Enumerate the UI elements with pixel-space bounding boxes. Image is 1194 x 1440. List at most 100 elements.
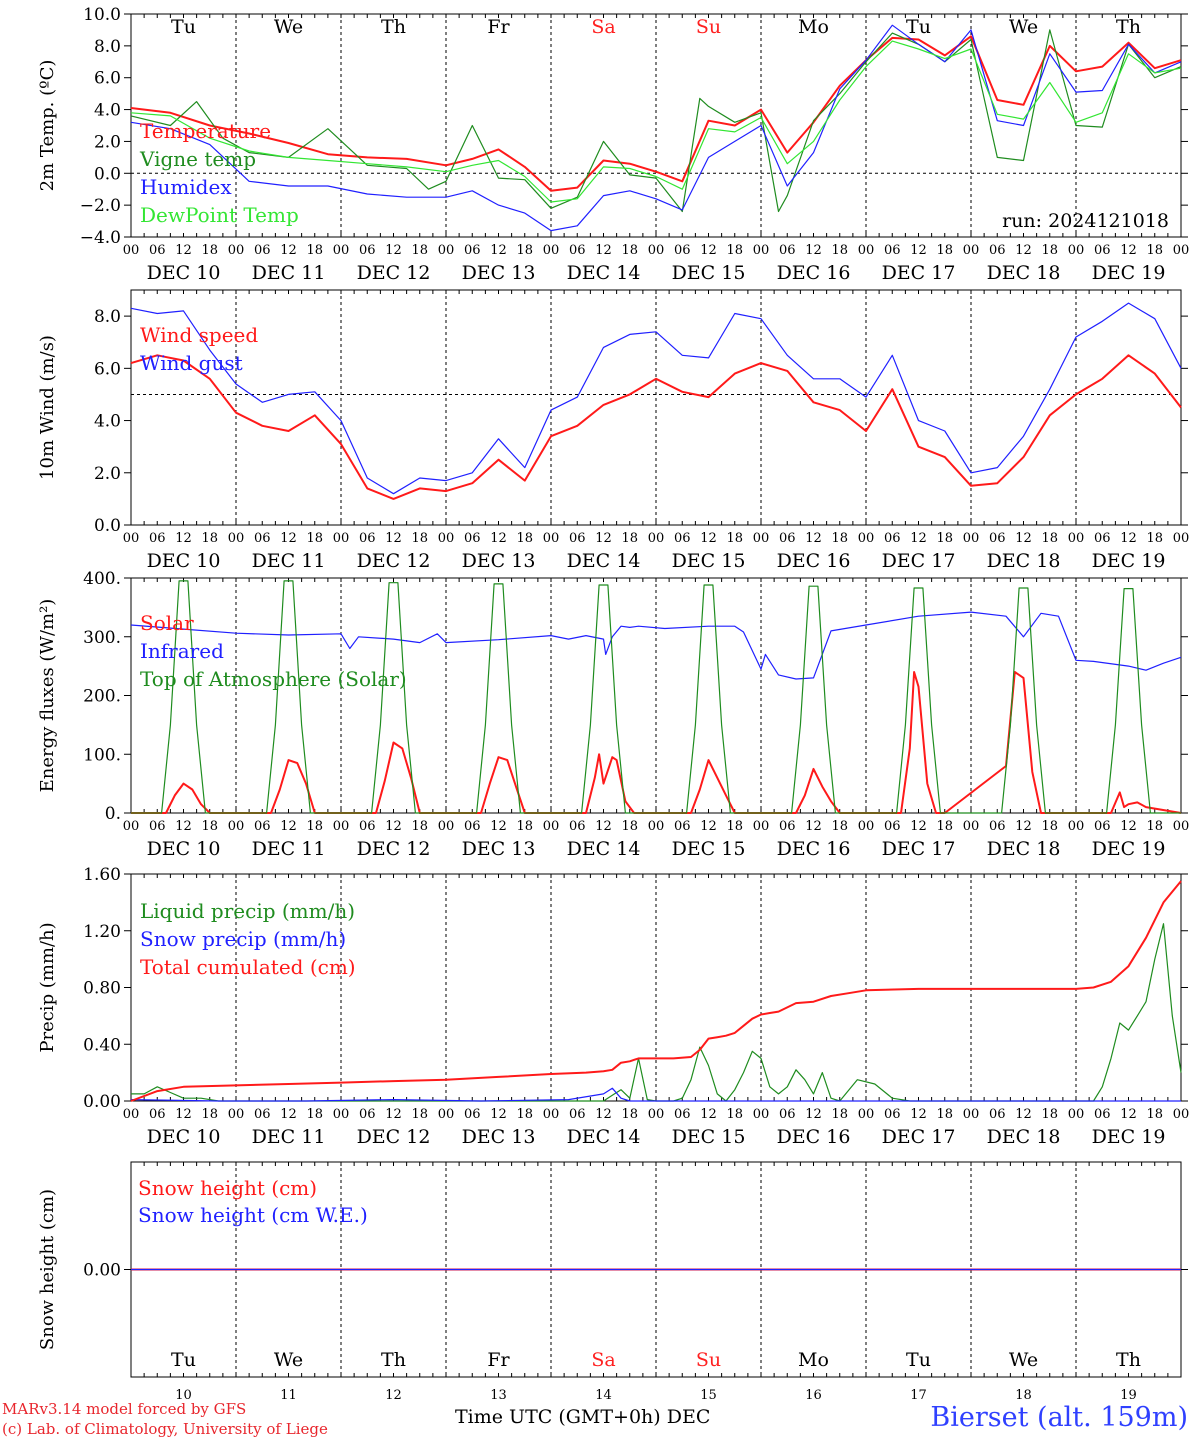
date-label: DEC 11 [252, 838, 326, 860]
date-label: DEC 16 [777, 550, 851, 572]
day-abbr: Th [381, 1349, 406, 1371]
legend-label: Wind speed [140, 323, 258, 347]
legend-label: Solar [140, 611, 194, 635]
y-axis-label: Energy fluxes (W/m²) [37, 599, 58, 793]
hour-tick-label: 06 [779, 243, 796, 258]
hour-tick-label: 18 [726, 243, 743, 258]
day-abbr: Tu [906, 1349, 931, 1371]
y-tick-label: 8.0 [94, 307, 121, 327]
date-label: DEC 12 [357, 838, 431, 860]
hour-tick-label: 06 [149, 1107, 166, 1122]
y-tick-label: 1.60 [83, 865, 121, 885]
y-tick-label: 2.0 [94, 132, 121, 152]
hour-tick-label: 00 [228, 531, 245, 546]
day-abbr: Sa [591, 16, 615, 38]
date-label: DEC 19 [1092, 838, 1166, 860]
hour-tick-label: 00 [1068, 243, 1085, 258]
hour-tick-label: 18 [411, 1107, 428, 1122]
day-number: 18 [1015, 1388, 1032, 1403]
hour-tick-label: 18 [411, 243, 428, 258]
day-number: 17 [910, 1388, 927, 1403]
date-label: DEC 17 [882, 262, 956, 284]
y-axis-label: 2m Temp. (ºC) [37, 60, 58, 192]
date-label: DEC 15 [672, 262, 746, 284]
hour-tick-label: 06 [779, 819, 796, 834]
date-label: DEC 19 [1092, 1126, 1166, 1148]
date-label: DEC 15 [672, 1126, 746, 1148]
hour-tick-label: 12 [1120, 243, 1137, 258]
series-line-vigne-temp [130, 29, 1182, 213]
hour-tick-label: 12 [280, 819, 297, 834]
hour-tick-label: 06 [1094, 243, 1111, 258]
hour-tick-label: 18 [1041, 243, 1058, 258]
hour-tick-label: 18 [306, 1107, 323, 1122]
hour-tick-label: 12 [700, 243, 717, 258]
date-label: DEC 11 [252, 262, 326, 284]
date-label: DEC 10 [147, 550, 221, 572]
hour-tick-label: 12 [175, 819, 192, 834]
day-number: 12 [385, 1388, 402, 1403]
hour-tick-label: 12 [805, 531, 822, 546]
hour-tick-label: 18 [936, 1107, 953, 1122]
date-label: DEC 16 [777, 262, 851, 284]
hour-tick-label: 06 [254, 819, 271, 834]
hour-tick-label: 00 [123, 1107, 140, 1122]
hour-tick-label: 00 [648, 243, 665, 258]
hour-tick-label: 18 [1146, 1107, 1163, 1122]
hour-tick-label: 00 [858, 243, 875, 258]
legend-label: Snow height (cm W.E.) [138, 1203, 368, 1227]
hour-tick-label: 06 [884, 1107, 901, 1122]
hour-tick-label: 06 [464, 1107, 481, 1122]
hour-tick-label: 00 [438, 819, 455, 834]
station-name: Bierset (alt. 159m) [930, 1402, 1188, 1433]
hour-tick-label: 12 [385, 531, 402, 546]
day-abbr: We [1009, 1349, 1038, 1371]
date-label: DEC 11 [252, 1126, 326, 1148]
hour-tick-label: 06 [1094, 531, 1111, 546]
y-tick-label: 0.0 [94, 164, 121, 184]
legend-label: Infrared [140, 639, 224, 663]
hour-tick-label: 00 [333, 531, 350, 546]
hour-tick-label: 12 [385, 819, 402, 834]
y-axis-label: Snow height (cm) [37, 1189, 58, 1350]
hour-tick-label: 00 [123, 531, 140, 546]
y-tick-label: 400. [83, 569, 121, 589]
hour-tick-label: 00 [543, 531, 560, 546]
hour-tick-label: 12 [595, 819, 612, 834]
hour-tick-label: 12 [1015, 243, 1032, 258]
hour-tick-label: 12 [175, 531, 192, 546]
hour-tick-label: 12 [805, 819, 822, 834]
hour-tick-label: 18 [516, 531, 533, 546]
series-line-temperature [130, 35, 1182, 192]
series-line-top-of-atmosphere-solar- [131, 580, 1181, 814]
hour-tick-label: 06 [359, 1107, 376, 1122]
hour-tick-label: 06 [989, 531, 1006, 546]
hour-tick-label: 12 [175, 1107, 192, 1122]
date-label: DEC 18 [987, 550, 1061, 572]
date-label: DEC 18 [987, 838, 1061, 860]
date-label: DEC 17 [882, 550, 956, 572]
run-annotation: run: 2024121018 [1002, 210, 1169, 232]
hour-tick-label: 18 [936, 243, 953, 258]
hour-tick-label: 12 [595, 531, 612, 546]
hour-tick-label: 06 [254, 243, 271, 258]
y-tick-label: 8.0 [94, 37, 121, 57]
hour-tick-label: 18 [516, 819, 533, 834]
hour-tick-label: 06 [254, 1107, 271, 1122]
hour-tick-label: 06 [569, 1107, 586, 1122]
day-number: 19 [1120, 1388, 1137, 1403]
day-abbr: Fr [487, 16, 510, 38]
y-tick-label: 0.40 [83, 1035, 121, 1055]
hour-tick-label: 00 [1173, 1107, 1190, 1122]
y-tick-label: 4.0 [94, 101, 121, 121]
hour-tick-label: 18 [1041, 1107, 1058, 1122]
hour-tick-label: 00 [543, 243, 560, 258]
hour-tick-label: 06 [884, 819, 901, 834]
date-label: DEC 18 [987, 1126, 1061, 1148]
day-number: 16 [805, 1388, 822, 1403]
hour-tick-label: 18 [621, 1107, 638, 1122]
hour-tick-label: 06 [359, 819, 376, 834]
hour-tick-label: 00 [228, 819, 245, 834]
date-label: DEC 14 [567, 550, 641, 572]
